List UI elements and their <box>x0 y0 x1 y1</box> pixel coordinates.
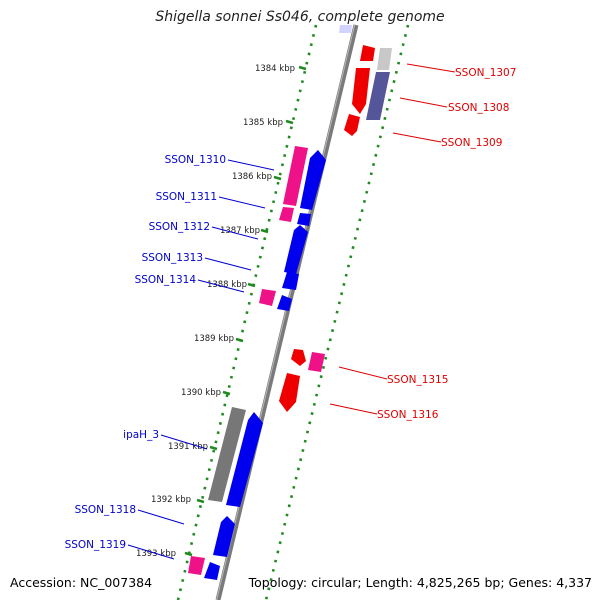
reverse-track-genes <box>188 146 326 580</box>
gene-label-sson-1316[interactable]: SSON_1316 <box>377 409 439 421</box>
kbp-tick <box>247 282 256 288</box>
gene-label-sson-1309[interactable]: SSON_1309 <box>441 137 502 149</box>
gene-label-sson-1318[interactable]: SSON_1318 <box>75 504 136 516</box>
gene-blue-2 <box>297 213 311 226</box>
kbp-tick <box>196 498 205 504</box>
forward-track-genes <box>279 25 392 412</box>
gene-sson-1314 <box>259 289 276 306</box>
gene-label-sson-1308[interactable]: SSON_1308 <box>448 102 509 114</box>
gene-sson-1309 <box>344 114 360 136</box>
gene-sson-1312 <box>284 225 308 274</box>
gene-label-sson-1311[interactable]: SSON_1311 <box>156 191 217 203</box>
gene-sson-1316 <box>279 373 300 412</box>
kbp-label: 1385 kbp <box>243 118 283 128</box>
leader-sson-1318 <box>137 509 185 525</box>
kbp-ticks <box>184 65 307 557</box>
gene-sson-1313 <box>282 272 299 290</box>
kbp-label: 1392 kbp <box>151 495 191 505</box>
gene-sson-1310 <box>283 146 308 206</box>
forward-track-dots <box>264 24 410 600</box>
gene-label-sson-1312[interactable]: SSON_1312 <box>149 221 210 233</box>
gene-partial-top <box>339 25 352 33</box>
gene-sson-1311 <box>279 207 294 222</box>
gene-label-sson-1310[interactable]: SSON_1310 <box>165 154 226 166</box>
gene-sson-1308 <box>366 72 390 120</box>
leader-sson-1316 <box>329 403 378 415</box>
gene-light-gray <box>377 48 392 70</box>
kbp-tick <box>260 228 269 234</box>
gene-blue-4 <box>226 412 263 507</box>
leader-sson-1319 <box>127 544 175 560</box>
kbp-label: 1390 kbp <box>181 388 221 398</box>
leader-sson-1308 <box>399 97 448 108</box>
kbp-tick <box>222 390 231 396</box>
kbp-tick <box>298 65 307 71</box>
gene-ipah-3 <box>208 407 246 502</box>
gene-blue-3 <box>277 295 292 311</box>
leader-sson-1312 <box>211 226 259 240</box>
gene-sson-1318 <box>213 516 235 557</box>
accession-text: Accession: NC_007384 <box>10 575 153 590</box>
leader-sson-1313 <box>204 257 252 271</box>
leader-sson-1307 <box>406 63 456 73</box>
leader-sson-1309 <box>392 132 442 143</box>
kbp-label: 1384 kbp <box>255 64 295 74</box>
reverse-track-dots <box>176 24 318 600</box>
kbp-label: 1386 kbp <box>232 172 272 182</box>
topology-text: Topology: circular; Length: 4,825,265 bp… <box>248 575 592 590</box>
map-title: Shigella sonnei Ss046, complete genome <box>155 9 445 25</box>
gene-label-sson-1315[interactable]: SSON_1315 <box>387 374 448 386</box>
gene-blue-5 <box>204 562 220 580</box>
gene-sson-1315-left <box>291 349 306 366</box>
gene-sson-1315 <box>308 352 325 372</box>
kbp-tick <box>184 551 193 557</box>
kbp-tick <box>285 119 294 125</box>
kbp-label: 1388 kbp <box>207 280 247 290</box>
gene-label-sson-1313[interactable]: SSON_1313 <box>142 252 203 264</box>
kbp-label: 1391 kbp <box>168 442 208 452</box>
kbp-tick <box>235 337 244 343</box>
gene-sson-1319 <box>188 556 205 575</box>
kbp-tick <box>209 445 218 451</box>
leader-sson-1315 <box>338 366 388 380</box>
leader-ipah-3 <box>160 434 208 450</box>
gene-label-sson-1319[interactable]: SSON_1319 <box>65 539 126 551</box>
leader-sson-1311 <box>218 196 266 209</box>
gene-sson-1307-head <box>360 45 375 61</box>
genome-backbone <box>215 24 359 600</box>
leader-lines <box>127 63 456 560</box>
kbp-label: 1389 kbp <box>194 334 234 344</box>
gene-blue-1 <box>300 150 326 210</box>
leader-sson-1314 <box>197 279 245 293</box>
gene-label-ipah-3[interactable]: ipaH_3 <box>123 429 159 441</box>
gene-label-sson-1307[interactable]: SSON_1307 <box>455 67 516 79</box>
gene-sson-1307 <box>352 68 370 114</box>
gene-label-sson-1314[interactable]: SSON_1314 <box>135 274 197 286</box>
genome-backbone-highlight <box>216 24 356 600</box>
gene-labels: SSON_1307 SSON_1308 SSON_1309 SSON_1310 … <box>65 67 517 551</box>
leader-sson-1310 <box>227 159 275 171</box>
kbp-tick <box>273 175 282 181</box>
kbp-label: 1387 kbp <box>220 226 260 236</box>
